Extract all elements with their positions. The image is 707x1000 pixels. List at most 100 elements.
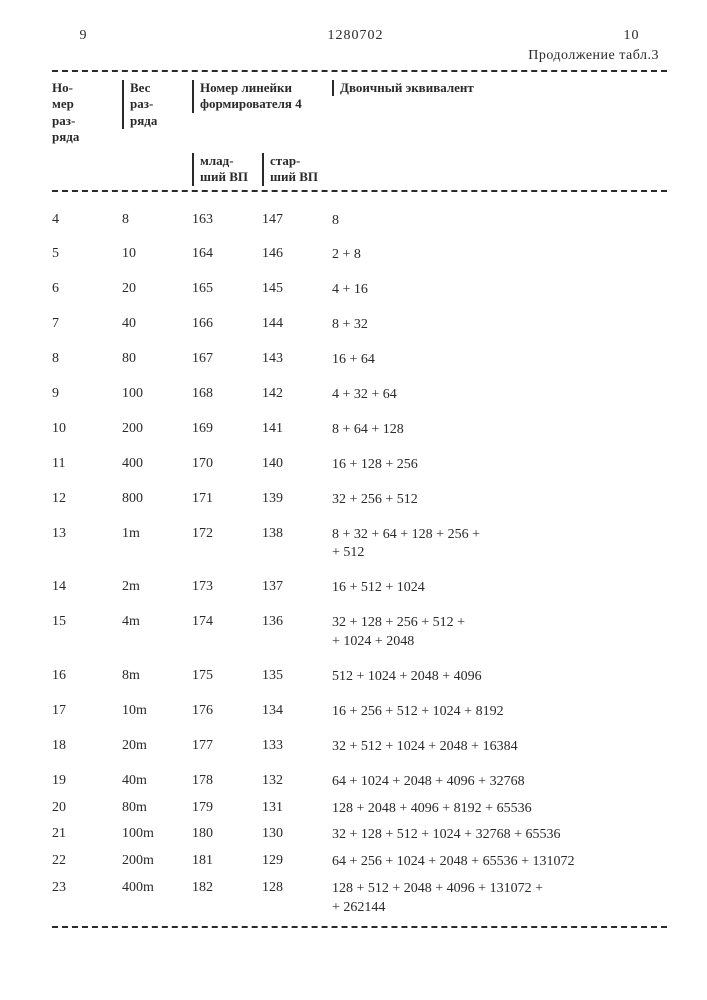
cell-junior: 164 [192, 246, 262, 262]
cell-number: 15 [52, 614, 122, 630]
cell-number: 23 [52, 880, 122, 896]
cell-number: 22 [52, 853, 122, 869]
table-row: 1820m17713332 + 512 + 1024 + 2048 + 1638… [52, 738, 667, 757]
cell-weight: 40m [122, 773, 192, 789]
cell-junior: 168 [192, 386, 262, 402]
cell-number: 6 [52, 281, 122, 297]
cell-senior: 143 [262, 351, 332, 367]
table-row: 168m175135512 + 1024 + 2048 + 4096 [52, 668, 667, 687]
cell-number: 11 [52, 456, 122, 472]
cell-number: 8 [52, 351, 122, 367]
cell-junior: 173 [192, 579, 262, 595]
cell-number: 19 [52, 773, 122, 789]
cell-junior: 171 [192, 491, 262, 507]
cell-weight: 4m [122, 614, 192, 630]
cell-weight: 1m [122, 526, 192, 542]
table-row: 6201651454 + 16 [52, 281, 667, 300]
cell-senior: 140 [262, 456, 332, 472]
cell-binary-equivalent: 32 + 128 + 512 + 1024 + 32768 + 65536 [332, 826, 652, 845]
cell-number: 18 [52, 738, 122, 754]
table-row: 7401661448 + 32 [52, 316, 667, 335]
page-col-left-num: 9 [80, 28, 88, 44]
cell-number: 13 [52, 526, 122, 542]
cell-weight: 400m [122, 880, 192, 896]
cell-number: 5 [52, 246, 122, 262]
col-header-weight: Вес раз- ряда [122, 80, 192, 129]
cell-number: 10 [52, 421, 122, 437]
cell-junior: 165 [192, 281, 262, 297]
cell-senior: 142 [262, 386, 332, 402]
cell-senior: 146 [262, 246, 332, 262]
cell-binary-equivalent: 64 + 1024 + 2048 + 4096 + 32768 [332, 773, 652, 792]
cell-senior: 130 [262, 826, 332, 842]
col-subheader-junior: млад- ший ВП [192, 153, 262, 186]
cell-junior: 181 [192, 853, 262, 869]
cell-junior: 174 [192, 614, 262, 630]
cell-weight: 10 [122, 246, 192, 262]
cell-junior: 179 [192, 800, 262, 816]
table-row: 142m17313716 + 512 + 1024 [52, 579, 667, 598]
cell-weight: 10m [122, 703, 192, 719]
cell-senior: 138 [262, 526, 332, 542]
cell-weight: 20m [122, 738, 192, 754]
table-row: 22200m18112964 + 256 + 1024 + 2048 + 655… [52, 853, 667, 872]
col-header-number: Но- мер раз- ряда [52, 80, 122, 145]
cell-junior: 177 [192, 738, 262, 754]
cell-binary-equivalent: 512 + 1024 + 2048 + 4096 [332, 668, 652, 687]
cell-binary-equivalent: 32 + 128 + 256 + 512 + + 1024 + 2048 [332, 614, 652, 652]
cell-number: 9 [52, 386, 122, 402]
cell-number: 20 [52, 800, 122, 816]
cell-senior: 135 [262, 668, 332, 684]
cell-binary-equivalent: 8 [332, 212, 652, 231]
table-continuation-label: Продолжение табл.3 [52, 48, 667, 64]
cell-junior: 176 [192, 703, 262, 719]
cell-weight: 20 [122, 281, 192, 297]
cell-weight: 800 [122, 491, 192, 507]
table-row: 21100m18013032 + 128 + 512 + 1024 + 3276… [52, 826, 667, 845]
cell-number: 14 [52, 579, 122, 595]
cell-junior: 180 [192, 826, 262, 842]
cell-junior: 172 [192, 526, 262, 542]
table-row: 481631478 [52, 212, 667, 231]
table-row: 5101641462 + 8 [52, 246, 667, 265]
cell-binary-equivalent: 8 + 64 + 128 [332, 421, 652, 440]
cell-binary-equivalent: 128 + 2048 + 4096 + 8192 + 65536 [332, 800, 652, 819]
cell-senior: 147 [262, 212, 332, 228]
col-header-ruler-group: Номер линейки формирователя 4 [192, 80, 332, 113]
table-header: Но- мер раз- ряда Вес раз- ряда Номер ли… [52, 76, 667, 190]
cell-senior: 137 [262, 579, 332, 595]
cell-binary-equivalent: 2 + 8 [332, 246, 652, 265]
cell-binary-equivalent: 16 + 256 + 512 + 1024 + 8192 [332, 703, 652, 722]
cell-binary-equivalent: 16 + 512 + 1024 [332, 579, 652, 598]
cell-weight: 200 [122, 421, 192, 437]
cell-weight: 8 [122, 212, 192, 228]
cell-weight: 8m [122, 668, 192, 684]
cell-binary-equivalent: 32 + 512 + 1024 + 2048 + 16384 [332, 738, 652, 757]
cell-binary-equivalent: 4 + 32 + 64 [332, 386, 652, 405]
cell-junior: 166 [192, 316, 262, 332]
cell-senior: 133 [262, 738, 332, 754]
rule-under-header [52, 190, 667, 192]
table-row: 2080m179131128 + 2048 + 4096 + 8192 + 65… [52, 800, 667, 819]
table-row: 23400m182128128 + 512 + 2048 + 4096 + 13… [52, 880, 667, 918]
cell-senior: 129 [262, 853, 332, 869]
cell-junior: 163 [192, 212, 262, 228]
cell-senior: 145 [262, 281, 332, 297]
cell-binary-equivalent: 8 + 32 + 64 + 128 + 256 + + 512 [332, 526, 652, 564]
cell-binary-equivalent: 64 + 256 + 1024 + 2048 + 65536 + 131072 [332, 853, 652, 872]
col-header-binary-equiv: Двоичный эквивалент [332, 80, 652, 96]
cell-binary-equivalent: 4 + 16 [332, 281, 652, 300]
cell-weight: 200m [122, 853, 192, 869]
page: 9 1280702 10 Продолжение табл.3 Но- мер … [0, 0, 707, 1000]
cell-number: 12 [52, 491, 122, 507]
cell-binary-equivalent: 16 + 128 + 256 [332, 456, 652, 475]
cell-number: 21 [52, 826, 122, 842]
cell-number: 17 [52, 703, 122, 719]
cell-weight: 2m [122, 579, 192, 595]
cell-senior: 134 [262, 703, 332, 719]
col-subheader-senior: стар- ший ВП [262, 153, 332, 186]
cell-senior: 131 [262, 800, 332, 816]
page-header-numbers: 9 1280702 10 [80, 28, 640, 44]
document-number: 1280702 [328, 28, 384, 44]
cell-junior: 175 [192, 668, 262, 684]
